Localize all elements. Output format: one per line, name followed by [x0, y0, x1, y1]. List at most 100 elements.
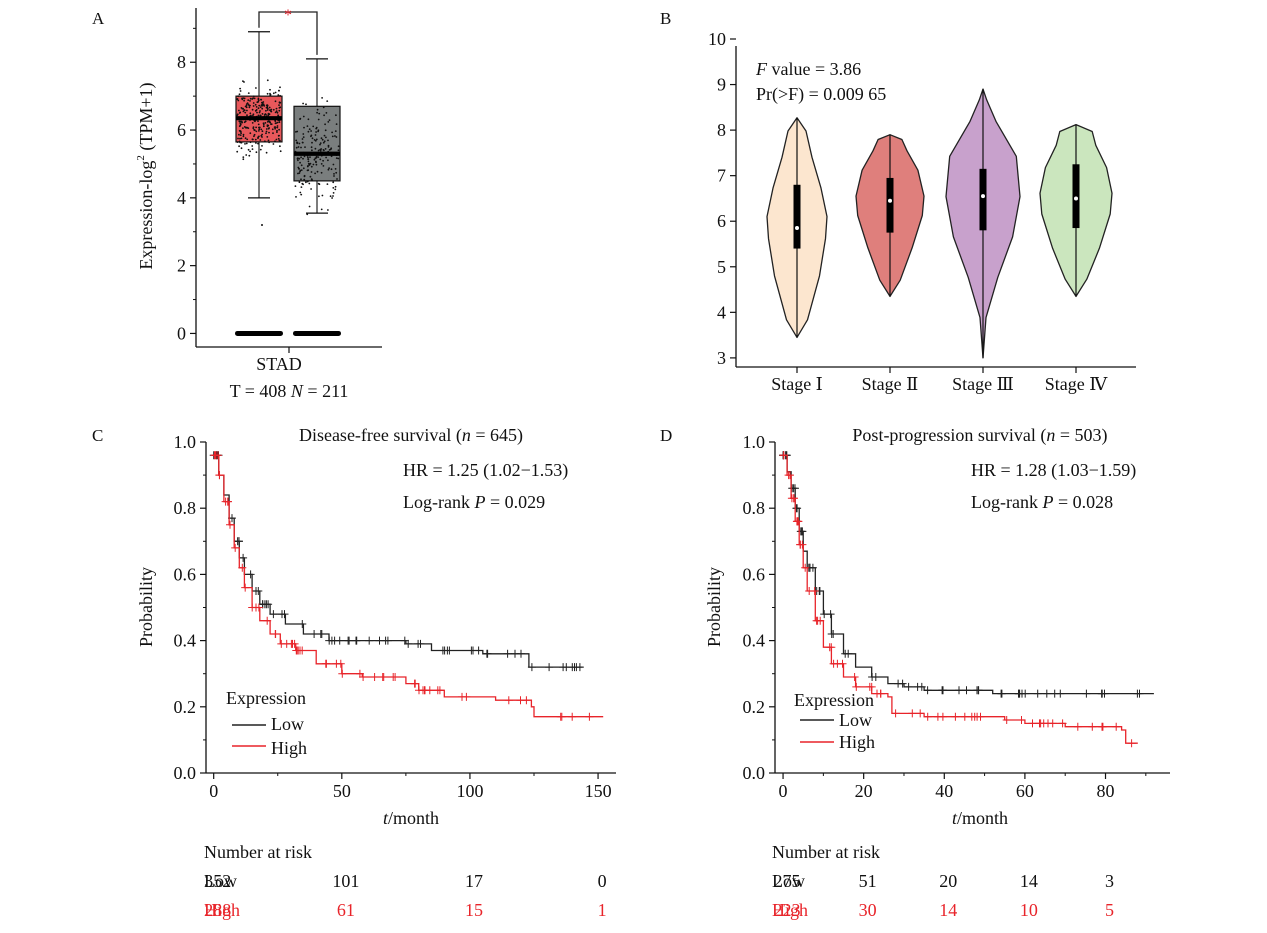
panel-a-sample-point — [314, 139, 317, 142]
panel-c-risk-value: 17 — [465, 871, 483, 891]
panel-d-risk-values: 275 51 20 14 3 223 30 14 10 5 — [774, 871, 1114, 920]
panel-a-sample-point — [302, 136, 305, 139]
panel-a-sample-point — [239, 122, 242, 124]
panel-d-title: Post-progression survival (n = 503) — [852, 425, 1107, 446]
panel-a-sample-point — [311, 137, 314, 140]
panel-d-x-axis-label: t/month — [952, 808, 1008, 828]
panel-a-sample-point — [335, 114, 337, 117]
panel-a-sample-point — [278, 139, 281, 142]
panel-c-x-axis-label: t/month — [383, 808, 439, 828]
panel-b-plot — [766, 88, 1113, 359]
panel-a-sample-point — [255, 142, 257, 144]
panel-d-censor-mark — [904, 682, 913, 691]
panel-a-sample-point — [246, 102, 249, 105]
panel-a-sample-point — [312, 125, 315, 128]
panel-a-sample-point — [307, 165, 309, 167]
panel-a-sample-point — [337, 157, 340, 160]
panel-a-sample-point — [257, 98, 260, 101]
panel-a-sample-point — [320, 163, 323, 165]
panel-d-censor-mark — [813, 616, 822, 625]
panel-a-sample-point — [243, 109, 246, 111]
panel-a-sample-point — [327, 168, 330, 171]
panel-a-sample-point — [327, 121, 330, 123]
panel-a-sample-point — [238, 145, 241, 148]
panel-a-sample-point — [245, 154, 248, 156]
panel-a-sample-point — [243, 126, 246, 128]
panel-d-censor-mark — [1017, 716, 1026, 724]
panel-a-sample-point — [249, 100, 251, 102]
panel-a-sample-point — [332, 181, 335, 184]
panel-c-censor-mark — [359, 673, 368, 681]
panel-a-sample-point — [316, 108, 319, 111]
panel-a-sample-point — [239, 90, 242, 92]
panel-a-sample-point — [325, 112, 328, 114]
panel-c-censor-mark — [321, 659, 330, 668]
panel-d-censor-mark — [917, 682, 926, 691]
panel-a-sample-point — [279, 86, 281, 89]
panel-a-sample-point — [261, 136, 263, 138]
panel-a-sample-point — [303, 126, 305, 129]
panel-b-violin-3 — [945, 88, 1021, 359]
panel-a-sample-point — [306, 213, 309, 216]
panel-a-sample-point — [332, 187, 335, 189]
panel-a-sample-point — [261, 107, 264, 110]
panel-a-sample-point — [302, 167, 305, 170]
panel-d-censor-mark — [1048, 719, 1057, 728]
panel-a-sample-point — [328, 119, 331, 121]
panel-a-sample-point — [315, 163, 318, 166]
panel-a-sample-point — [328, 167, 330, 170]
panel-a-sample-point — [334, 135, 336, 137]
panel-a-sample-point — [325, 156, 327, 159]
panel-a-sample-point — [298, 172, 301, 175]
panel-a-y-tick-label: 2 — [177, 256, 186, 276]
panel-a-sample-point — [298, 142, 301, 145]
panel-d-risk-value: 10 — [1020, 900, 1038, 920]
panel-a-sample-point — [258, 128, 261, 131]
panel-c-censor-mark — [231, 543, 240, 552]
panel-a-sample-point — [298, 181, 301, 184]
panel-d-censor-mark — [871, 673, 880, 681]
panel-a-sample-point — [324, 148, 327, 150]
panel-b-iqr-box — [793, 184, 801, 249]
panel-c-y-tick-label: 0.2 — [174, 697, 197, 717]
panel-a-label: A — [92, 9, 105, 28]
panel-a-sample-point — [271, 128, 274, 131]
panel-c-censor-mark — [568, 712, 577, 721]
panel-a-sample-point — [278, 89, 280, 92]
panel-a-sample-point — [251, 98, 254, 100]
panel-a-sample-point — [302, 115, 305, 118]
panel-d-ticks: 0.0 0.2 0.4 0.6 0.8 1.0 0 20 40 60 80 — [743, 432, 1147, 801]
panel-b-x-labels: Stage Ⅰ Stage Ⅱ Stage Ⅲ Stage Ⅳ — [771, 367, 1108, 394]
panel-d-risk-value: 275 — [774, 871, 801, 891]
panel-b-p-value: Pr(>F) = 0.009 65 — [756, 84, 886, 105]
panel-d-censor-mark — [1082, 689, 1091, 698]
panel-a-sample-point — [261, 133, 263, 136]
panel-a-sample-point — [320, 171, 323, 174]
panel-a-sample-point — [300, 193, 303, 196]
panel-d-censor-mark — [844, 649, 853, 658]
panel-d-risk-value: 3 — [1105, 871, 1114, 891]
panel-a-sample-point — [300, 178, 302, 181]
panel-a-sample-point — [327, 146, 330, 148]
panel-a-sample-point — [270, 108, 273, 111]
panel-d-logrank: Log-rank P = 0.028 — [971, 492, 1113, 512]
panel-d-label: D — [660, 426, 672, 445]
panel-a-sample-point — [295, 146, 298, 149]
panel-c-x-label-t: t — [383, 808, 389, 828]
panel-b-stage-label: Stage Ⅰ — [771, 374, 823, 394]
panel-d-logrank-p: P — [1041, 492, 1053, 512]
panel-a-sample-point — [310, 165, 313, 168]
panel-a-zero-points — [235, 330, 283, 336]
panel-a-sample-point — [278, 104, 280, 106]
panel-a-sample-point — [277, 137, 280, 140]
panel-a-sample-point — [248, 154, 251, 157]
panel-a-box-T — [235, 31, 283, 336]
panel-d-risk-value: 5 — [1105, 900, 1114, 920]
panel-a-sample-point — [295, 139, 298, 142]
panel-a-sample-point — [278, 134, 280, 137]
panel-a-sample-point — [334, 168, 337, 170]
panel-a-sample-point — [236, 150, 239, 153]
panel-a-sample-point — [329, 195, 332, 198]
panel-a-sample-point — [256, 111, 258, 114]
panel-c-censor-mark — [383, 636, 392, 645]
